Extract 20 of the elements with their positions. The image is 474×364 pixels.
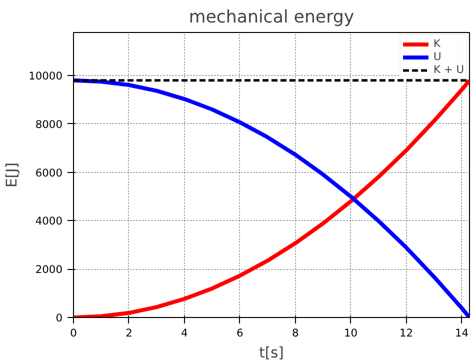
- chart-title: mechanical energy: [188, 8, 354, 28]
- x-tick-label: 2: [126, 326, 132, 340]
- y-tick-label: 4000: [35, 214, 63, 228]
- y-tick-label: 10000: [28, 70, 63, 83]
- x-tick-label: 0: [70, 326, 78, 340]
- y-tick-label: 8000: [35, 118, 63, 131]
- legend-label: K: [434, 37, 442, 50]
- x-tick-label: 14: [454, 326, 469, 340]
- y-tick-label: 0: [56, 312, 63, 324]
- x-tick-label: 6: [236, 326, 244, 340]
- legend-label: U: [434, 50, 442, 63]
- y-tick-label: 6000: [35, 166, 63, 180]
- x-tick-label: 8: [292, 326, 299, 340]
- x-axis-title: t[s]: [259, 344, 284, 362]
- y-axis-title: E[J]: [4, 162, 21, 188]
- y-tick-label: 2000: [35, 263, 63, 276]
- legend-label: K + U: [434, 63, 464, 76]
- x-tick-label: 4: [181, 326, 188, 340]
- x-tick-label: 10: [344, 326, 358, 340]
- x-tick-label: 12: [399, 326, 414, 340]
